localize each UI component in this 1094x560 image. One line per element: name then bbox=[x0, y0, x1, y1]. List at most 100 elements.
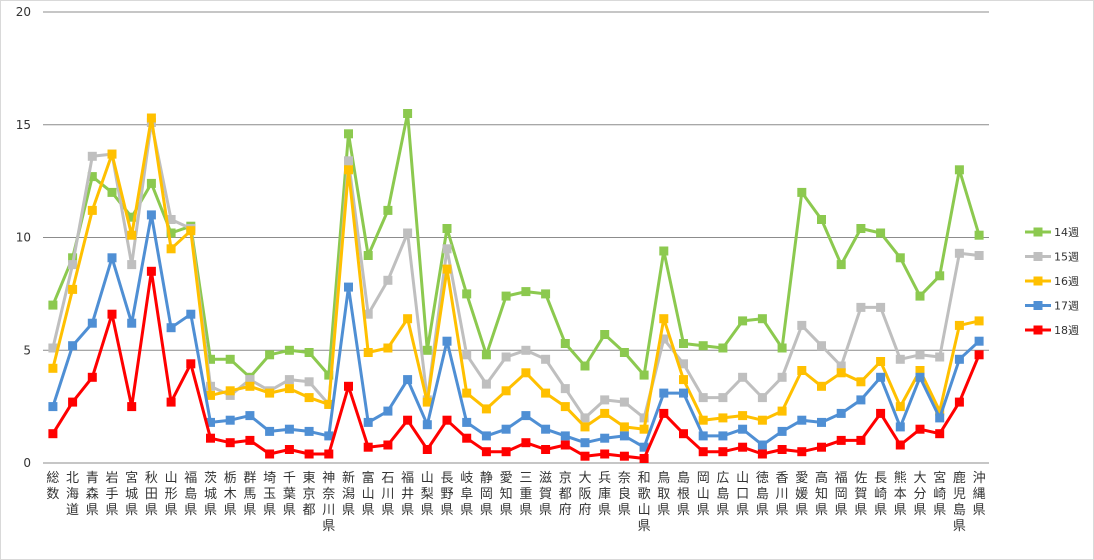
y-tick-label: 5 bbox=[23, 343, 31, 357]
data-point bbox=[974, 230, 984, 240]
data-point bbox=[166, 397, 176, 407]
y-tick-label: 15 bbox=[16, 118, 31, 132]
legend-label: 17週 bbox=[1054, 300, 1079, 313]
data-point bbox=[48, 429, 58, 439]
x-tick-label: 岡山県 bbox=[697, 471, 710, 518]
data-point bbox=[324, 449, 334, 459]
x-tick-label: 秋田県 bbox=[145, 471, 158, 518]
data-point bbox=[639, 442, 649, 452]
x-tick-label: 宮城県 bbox=[125, 470, 138, 518]
legend-label: 15週 bbox=[1054, 251, 1079, 264]
data-point bbox=[757, 449, 767, 459]
data-point bbox=[68, 260, 78, 270]
data-point bbox=[935, 406, 945, 416]
data-point bbox=[501, 424, 511, 434]
x-tick-label: 山梨県 bbox=[421, 471, 434, 518]
data-point bbox=[679, 388, 688, 398]
data-point bbox=[166, 228, 176, 238]
data-point bbox=[915, 350, 925, 360]
legend-item: 16週 bbox=[1025, 275, 1079, 288]
data-point bbox=[738, 424, 748, 434]
series-4 bbox=[48, 210, 984, 452]
data-point bbox=[107, 309, 117, 319]
data-point bbox=[344, 165, 353, 175]
data-point bbox=[403, 314, 413, 324]
data-point bbox=[127, 260, 137, 270]
data-point bbox=[245, 381, 255, 391]
y-tick-label: 0 bbox=[23, 456, 31, 470]
x-tick-label: 東京都 bbox=[303, 470, 316, 518]
data-point bbox=[166, 323, 176, 333]
x-tick-label: 福岡県 bbox=[835, 471, 848, 518]
data-point bbox=[442, 415, 452, 425]
data-point bbox=[679, 359, 688, 369]
data-point bbox=[225, 354, 235, 364]
data-point bbox=[757, 314, 767, 324]
data-point bbox=[876, 357, 886, 366]
data-point bbox=[383, 440, 393, 450]
data-point bbox=[639, 413, 649, 423]
data-point bbox=[344, 381, 353, 391]
data-point bbox=[48, 343, 58, 353]
data-point bbox=[462, 289, 472, 299]
x-tick-label: 三重県 bbox=[519, 471, 532, 518]
legend-marker bbox=[1033, 325, 1043, 335]
data-point bbox=[619, 422, 629, 432]
data-point bbox=[817, 417, 826, 427]
data-point bbox=[541, 445, 551, 454]
data-point bbox=[403, 375, 413, 385]
x-axis: 総数北海道青森県岩手県宮城県秋田県山形県福島県茨城県栃木県群馬県埼玉県千葉県東京… bbox=[43, 462, 989, 534]
data-point bbox=[895, 440, 905, 450]
data-point bbox=[600, 408, 610, 418]
data-point bbox=[895, 402, 905, 412]
data-point bbox=[501, 291, 511, 301]
x-tick-label: 宮崎県 bbox=[933, 470, 946, 518]
data-point bbox=[876, 372, 886, 382]
x-tick-label: 佐賀県 bbox=[854, 471, 867, 518]
data-point bbox=[619, 397, 629, 407]
x-tick-label: 沖縄県 bbox=[973, 471, 986, 518]
data-point bbox=[619, 451, 629, 461]
data-point bbox=[718, 431, 728, 441]
data-point bbox=[797, 187, 807, 197]
data-point bbox=[757, 393, 767, 403]
data-point bbox=[817, 442, 826, 452]
x-tick-label: 岩手県 bbox=[105, 471, 118, 518]
y-axis: 0 5 10 15 20 bbox=[16, 5, 31, 470]
data-point bbox=[974, 316, 984, 326]
data-point bbox=[895, 253, 905, 263]
data-point bbox=[127, 318, 137, 328]
data-point bbox=[225, 386, 235, 396]
series-1 bbox=[48, 109, 984, 382]
x-tick-label: 兵庫県 bbox=[598, 471, 611, 518]
data-point bbox=[600, 449, 610, 459]
data-point bbox=[68, 397, 78, 407]
data-point bbox=[265, 350, 275, 360]
data-point bbox=[876, 408, 886, 418]
data-point bbox=[462, 433, 472, 443]
data-point bbox=[245, 411, 255, 421]
data-point bbox=[698, 393, 708, 403]
data-point bbox=[836, 361, 846, 371]
data-point bbox=[403, 228, 413, 238]
data-point bbox=[521, 287, 531, 297]
data-point bbox=[541, 289, 551, 299]
data-point bbox=[265, 449, 275, 459]
data-point bbox=[619, 431, 629, 441]
data-point bbox=[383, 205, 393, 215]
data-point bbox=[383, 343, 393, 353]
data-point bbox=[442, 264, 452, 274]
data-point bbox=[521, 411, 531, 421]
data-point bbox=[738, 411, 748, 421]
data-point bbox=[777, 372, 787, 382]
data-point bbox=[146, 266, 156, 276]
x-tick-label: 総数 bbox=[46, 471, 59, 502]
x-tick-label: 岐阜県 bbox=[460, 471, 473, 518]
data-point bbox=[481, 379, 491, 389]
gridlines bbox=[43, 11, 989, 351]
data-point bbox=[48, 300, 58, 310]
data-point bbox=[935, 352, 945, 362]
data-point bbox=[600, 433, 610, 443]
legend-label: 18週 bbox=[1054, 324, 1079, 337]
data-point bbox=[87, 318, 97, 328]
